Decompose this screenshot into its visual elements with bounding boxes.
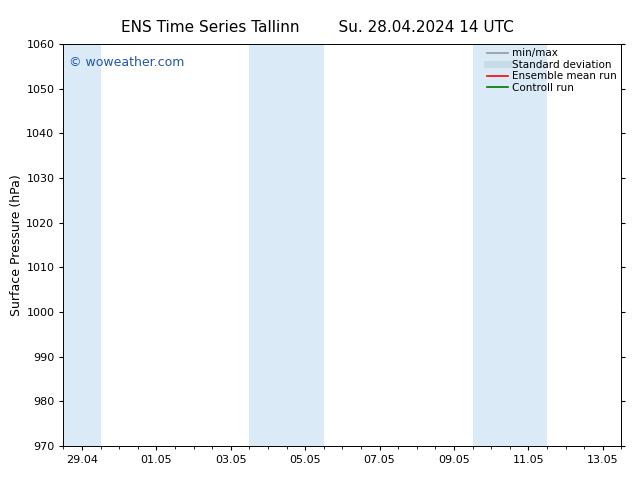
Bar	[472, 44, 547, 446]
Text: ENS Time Series Tallinn        Su. 28.04.2024 14 UTC: ENS Time Series Tallinn Su. 28.04.2024 1…	[120, 20, 514, 35]
Y-axis label: Surface Pressure (hPa): Surface Pressure (hPa)	[11, 174, 23, 316]
Legend: min/max, Standard deviation, Ensemble mean run, Controll run: min/max, Standard deviation, Ensemble me…	[485, 46, 619, 95]
Bar	[249, 44, 324, 446]
Text: © woweather.com: © woweather.com	[69, 56, 184, 69]
Bar	[63, 44, 101, 446]
